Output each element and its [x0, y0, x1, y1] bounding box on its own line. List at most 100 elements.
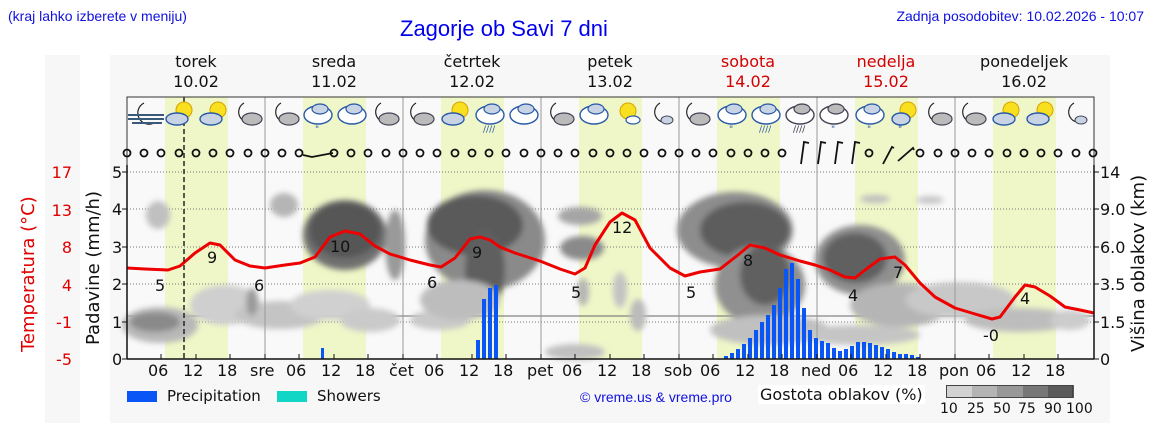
last-updated: Zadnja posodobitev: 10.02.2026 - 10:07: [896, 8, 1144, 24]
precipitation-swatch: [127, 390, 157, 402]
x-tick: 12: [459, 361, 480, 380]
x-tick: 06: [976, 361, 997, 380]
svg-text:////: ////: [793, 125, 806, 135]
moon-small-cloud-icon: [654, 102, 674, 125]
density-tick: 25: [967, 401, 985, 417]
cloud-icon: [509, 103, 539, 125]
moon-cloud-icon: [686, 102, 711, 126]
x-tick: pet: [527, 361, 554, 380]
x-tick: 06: [562, 361, 583, 380]
precip-tick: 2: [112, 275, 123, 294]
precip-tick: 1: [112, 313, 123, 332]
temp-value: 8: [743, 251, 754, 270]
temp-value: 9: [207, 248, 218, 267]
cloud-light-rain-icon: ": [855, 103, 885, 135]
moon-cloud-icon: [550, 102, 575, 126]
precip-tick: 5: [112, 163, 123, 182]
svg-text:": ": [867, 125, 871, 135]
svg-text:": ": [729, 125, 733, 135]
copyright-link[interactable]: © vreme.us & vreme.pro: [580, 389, 732, 405]
sun-cloud-icon: [992, 101, 1020, 126]
x-tick: 18: [1045, 361, 1066, 380]
temp-value: 12: [612, 218, 633, 237]
day-header-3: petek 13.02: [587, 52, 633, 91]
x-tick: 12: [1011, 361, 1032, 380]
temp-tick: 8: [61, 238, 72, 257]
location-hint: (kraj lahko izberete v meniju): [8, 8, 187, 24]
temp-value: 9: [472, 243, 483, 262]
x-tick: 06: [700, 361, 721, 380]
cloud-light-rain-icon: ": [819, 103, 849, 135]
grid-lines: [127, 171, 1094, 323]
cloud-density-label: Gostota oblakov (%): [758, 385, 925, 404]
temp-value: 5: [686, 283, 697, 302]
temp-tick: -5: [56, 350, 72, 369]
x-tick: 12: [873, 361, 894, 380]
temp-value: -0: [983, 326, 999, 345]
x-tick: 06: [286, 361, 307, 380]
temp-tick: 4: [61, 276, 72, 295]
cloud-density-scale: [946, 385, 1074, 398]
cloud-tick: 0: [1100, 350, 1111, 369]
showers-swatch: [277, 390, 307, 402]
svg-text:": ": [898, 125, 902, 135]
moon-cloud-icon: [962, 102, 987, 126]
day-header-6: ponedeljek 16.02: [980, 52, 1068, 91]
temp-value: 10: [330, 237, 351, 256]
density-tick: 10: [940, 401, 958, 417]
x-tick: pon: [939, 361, 970, 380]
density-tick: 90: [1044, 401, 1062, 417]
x-tick: 18: [907, 361, 928, 380]
temp-value: 6: [427, 273, 438, 292]
density-tick: 50: [993, 401, 1011, 417]
cloud-tick: 3.5: [1100, 275, 1126, 294]
cloud-tick: 14: [1100, 163, 1121, 182]
cloud-icon: [337, 103, 367, 125]
fog-moon-icon: [128, 102, 164, 125]
svg-text:////: ////: [483, 125, 496, 135]
temp-value: 4: [848, 286, 859, 305]
svg-text:////: ////: [759, 125, 772, 135]
day-header-2: četrtek 12.02: [443, 52, 501, 91]
x-tick: 06: [148, 361, 169, 380]
temp-value: 4: [1020, 289, 1031, 308]
cloud-rain-icon: ////: [751, 103, 781, 135]
precip-tick: 0: [112, 350, 123, 369]
x-tick: sob: [664, 361, 693, 380]
x-tick: 06: [424, 361, 445, 380]
cloud-tick: 1.5: [1100, 313, 1126, 332]
day-header-4: sobota 14.02: [720, 52, 776, 91]
sun-cloud-rain-icon: ": [891, 101, 917, 135]
temp-tick: 13: [51, 201, 72, 220]
sun-cloud-icon: [1026, 101, 1054, 126]
temp-axis-label: Temperatura (°C): [18, 196, 39, 352]
page-title: Zagorje ob Savi 7 dni: [400, 16, 608, 41]
x-tick: 18: [631, 361, 652, 380]
legend-showers: Showers: [277, 387, 381, 405]
x-tick: čet: [389, 361, 414, 380]
moon-cloud-icon: [275, 102, 300, 126]
sun-small-cloud-icon: [619, 102, 641, 125]
legend-precipitation: Precipitation: [127, 387, 261, 405]
day-header-5: nedelja 15.02: [856, 52, 916, 91]
x-tick: sre: [250, 361, 275, 380]
x-tick: 12: [321, 361, 342, 380]
x-tick: 12: [735, 361, 756, 380]
day-header-0: torek 10.02: [173, 52, 219, 91]
moon-cloud-icon: [238, 102, 263, 126]
moon-cloud-icon: [375, 102, 400, 126]
day-header-1: sreda 11.02: [311, 52, 357, 91]
x-tick: 18: [217, 361, 238, 380]
cloud-heavy-rain-icon: ////: [785, 103, 815, 135]
moon-cloud-icon: [928, 102, 953, 126]
x-tick: 18: [769, 361, 790, 380]
x-tick: 12: [183, 361, 204, 380]
cloud-tick: 9.0: [1100, 200, 1126, 219]
cloud-light-rain-icon: ": [303, 103, 333, 135]
x-tick: 06: [838, 361, 859, 380]
density-tick: 100: [1066, 401, 1093, 417]
sun-cloud-icon: [165, 101, 193, 126]
cloud-axis-label: Višina oblakov (km): [1128, 174, 1149, 352]
temp-tick: 17: [51, 163, 72, 182]
moon-small-cloud-icon: [1068, 102, 1088, 125]
